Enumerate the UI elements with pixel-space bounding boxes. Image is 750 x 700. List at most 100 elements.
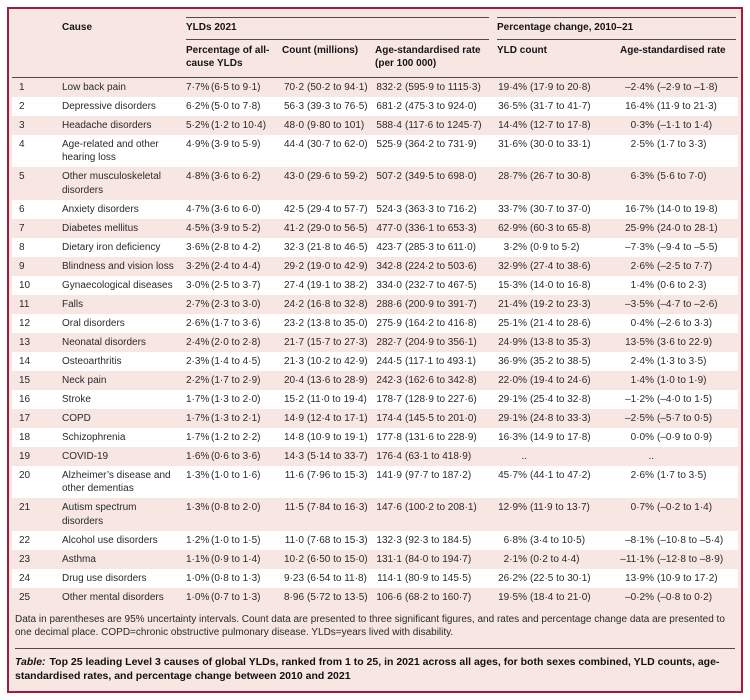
cell-age-standardised-rate: 423·7 (285·3 to 611·0) <box>375 238 497 257</box>
value-number: 70·2 <box>283 81 304 93</box>
table-row: 14 Osteoarthritis 2·3% (1·4 to 4·5) 21·3 (10·… <box>12 351 739 371</box>
value-uncertainty-interval: (131·6 to 228·9) <box>405 431 477 443</box>
value-uncertainty-interval: (200·9 to 391·7) <box>405 298 477 310</box>
cell-yld-count-change: 31·6% (30·0 to 33·1) <box>497 135 620 168</box>
value-uncertainty-interval: (3·6 to 6·0) <box>211 203 261 215</box>
value-number: 2·7% <box>186 298 210 310</box>
value-uncertainty-interval: (0·2 to 4·4) <box>530 553 580 565</box>
value-uncertainty-interval: (27·4 to 38·6) <box>530 260 591 272</box>
value-number: 62·9% <box>498 222 527 234</box>
cell-percentage-all-cause-ylds: 1·2% (1·0 to 1·5) <box>186 531 282 550</box>
value-uncertainty-interval: (2·5 to 3·7) <box>211 279 261 291</box>
cell-cause: Asthma <box>62 553 96 565</box>
cell-age-standardised-rate-change: –3·5% (–4·7 to –2·6) <box>620 295 738 314</box>
value-uncertainty-interval: (2·0 to 2·8) <box>211 336 261 348</box>
cell-count-millions: 20·4 (13·6 to 28·9) <box>282 371 375 390</box>
value-uncertainty-interval: (1·2 to 10·4) <box>211 119 267 131</box>
value-number: 4·5% <box>186 222 210 234</box>
value-uncertainty-interval: (5·6 to 7·0) <box>657 171 707 182</box>
cell-yld-count-change: 3·2% (0·9 to 5·2) <box>497 238 620 257</box>
value-number: 21·3 <box>283 355 304 367</box>
value-number: 23·2 <box>283 317 304 329</box>
value-number: 12·9% <box>498 502 527 513</box>
value-number: 4·8% <box>186 171 210 182</box>
value-number: 1·4% <box>630 279 654 291</box>
table-footnote: Data in parentheses are 95% uncertainty … <box>15 613 725 638</box>
cell-cause: Drug use disorders <box>62 572 147 584</box>
col-subheader-cause-spacer <box>62 39 186 78</box>
value-uncertainty-interval: (15·7 to 27·3) <box>307 336 368 348</box>
cell-age-standardised-rate: 524·3 (363·3 to 716·2) <box>375 200 497 219</box>
col-header-rank <box>12 9 62 40</box>
table-row: 21 Autism spectrum disorders 1·3% (0·8 to 2… <box>12 498 738 531</box>
cell-cause: Neck pain <box>62 374 107 386</box>
value-uncertainty-interval: (3·4 to 10·5) <box>530 534 586 546</box>
value-uncertainty-interval: (117·1 to 493·1) <box>405 355 476 367</box>
cell-count-millions: 21·3 (10·2 to 42·9) <box>282 352 375 371</box>
value-uncertainty-interval: (39·3 to 76·5) <box>307 100 368 112</box>
value-uncertainty-interval: (–10·8 to –5·4) <box>657 534 724 546</box>
cell-cause: Gynaecological diseases <box>62 279 173 291</box>
value-uncertainty-interval: (100·2 to 208·1) <box>405 502 477 513</box>
value-number: 36·9% <box>498 355 527 367</box>
value-uncertainty-interval: (336·1 to 653·3) <box>405 222 477 234</box>
value-number: 525·9 <box>376 138 402 150</box>
cell-age-standardised-rate: 342·8 (224·2 to 503·6) <box>375 257 497 276</box>
cell-age-standardised-rate: 147·6 (100·2 to 208·1) <box>375 498 497 531</box>
col-group-percentage-change: Percentage change, 2010–21 <box>497 9 738 40</box>
col-header-age-standardised-rate: Age-standardised rate (per 100 000) <box>375 39 497 78</box>
value-number: 43·0 <box>283 171 304 182</box>
cell-rank: 12 <box>19 317 31 329</box>
cell-count-millions: 70·2 (50·2 to 94·1) <box>282 77 375 97</box>
value-uncertainty-interval: (–0·9 to 0·9) <box>657 431 713 443</box>
value-uncertainty-interval: (1·3 to 2·1) <box>211 412 261 424</box>
cell-rank: 10 <box>19 279 31 291</box>
value-uncertainty-interval: (18·4 to 21·0) <box>530 591 591 603</box>
value-uncertainty-interval: (16·8 to 32·8) <box>307 298 368 310</box>
cell-percentage-all-cause-ylds: 1·3% (0·8 to 2·0) <box>186 498 282 531</box>
value-uncertainty-interval: (1·7 to 2·9) <box>211 374 261 386</box>
cell-count-millions: 24·2 (16·8 to 32·8) <box>282 295 375 314</box>
value-uncertainty-interval: (1·2 to 2·2) <box>211 431 261 443</box>
cell-age-standardised-rate-change: 6·3% (5·6 to 7·0) <box>620 167 738 200</box>
table-row: 7 Diabetes mellitus 4·5% (3·9 to 5·2) 41·2 (2… <box>12 219 738 238</box>
group-label-change: Percentage change, 2010–21 <box>497 17 737 40</box>
cell-age-standardised-rate-change: 2·6% (1·7 to 3·5) <box>620 466 738 499</box>
cell-age-standardised-rate: 114·1 (80·9 to 145·5) <box>375 569 497 588</box>
cell-age-standardised-rate: 131·1 (84·0 to 194·7) <box>375 550 497 569</box>
value-number: –11·1% <box>620 553 654 565</box>
value-uncertainty-interval: (21·8 to 46·5) <box>307 241 368 253</box>
cell-age-standardised-rate: 477·0 (336·1 to 653·3) <box>375 219 497 238</box>
value-uncertainty-interval: (92·3 to 184·5) <box>405 534 472 546</box>
value-number: 11·6 <box>284 469 304 481</box>
value-number: 2·6% <box>630 260 654 272</box>
cell-age-standardised-rate-change: 16·7% (14·0 to 19·8) <box>620 200 738 219</box>
value-uncertainty-interval: (68·2 to 160·7) <box>405 591 472 603</box>
cell-percentage-all-cause-ylds: 4·9% (3·9 to 5·9) <box>186 135 282 168</box>
value-number: 11·5 <box>284 502 304 513</box>
value-uncertainty-interval: (30·0 to 33·1) <box>530 138 591 150</box>
cell-cause: Oral disorders <box>62 317 125 329</box>
value-number: –3·5% <box>625 298 654 310</box>
cell-rank: 7 <box>19 222 25 234</box>
cell-yld-count-change: 21·4% (19·2 to 23·3) <box>497 295 620 314</box>
value-number: 32·9% <box>498 260 527 272</box>
value-uncertainty-interval: (162·6 to 342·8) <box>405 374 477 386</box>
cell-age-standardised-rate: 141·9 (97·7 to 187·2) <box>375 466 497 499</box>
cell-percentage-all-cause-ylds: 1·6% (0·6 to 3·6) <box>186 447 282 466</box>
value-number: 1·7% <box>186 412 210 424</box>
cell-age-standardised-rate-change: –2·4% (–2·9 to –1·8) <box>620 77 738 97</box>
cell-rank: 14 <box>19 355 31 367</box>
value-uncertainty-interval: (13·6 to 28·9) <box>307 374 368 386</box>
cell-cause: Alcohol use disorders <box>62 534 158 546</box>
cell-cause: Falls <box>62 298 84 310</box>
value-uncertainty-interval: (19·4 to 24·6) <box>530 374 591 386</box>
group-label-ylds: YLDs 2021 <box>186 17 489 40</box>
value-uncertainty-interval: (–4·0 to 1·5) <box>657 393 713 405</box>
value-number: 32·3 <box>283 241 304 253</box>
value-uncertainty-interval: (14·0 to 19·8) <box>657 203 718 215</box>
cell-yld-count-change: 19·4% (17·9 to 20·8) <box>497 77 620 97</box>
cell-rank: 24 <box>19 572 31 584</box>
value-uncertainty-interval: (11·9 to 21·3) <box>657 100 717 112</box>
value-uncertainty-interval: (164·2 to 416·8) <box>405 317 477 329</box>
